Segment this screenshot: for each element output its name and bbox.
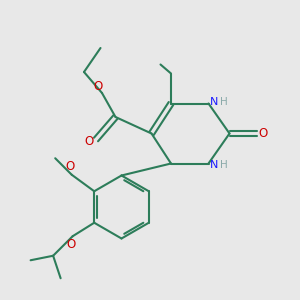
Text: H: H (220, 160, 228, 170)
Text: O: O (66, 160, 75, 173)
Text: O: O (67, 238, 76, 251)
Text: N: N (210, 97, 218, 107)
Text: O: O (259, 127, 268, 140)
Text: N: N (210, 160, 218, 170)
Text: O: O (85, 135, 94, 148)
Text: H: H (220, 97, 228, 107)
Text: O: O (94, 80, 103, 93)
